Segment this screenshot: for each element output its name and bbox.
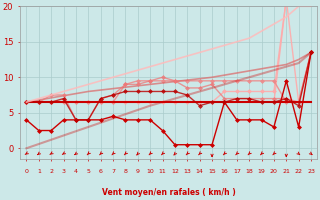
X-axis label: Vent moyen/en rafales ( km/h ): Vent moyen/en rafales ( km/h ) [102,188,236,197]
